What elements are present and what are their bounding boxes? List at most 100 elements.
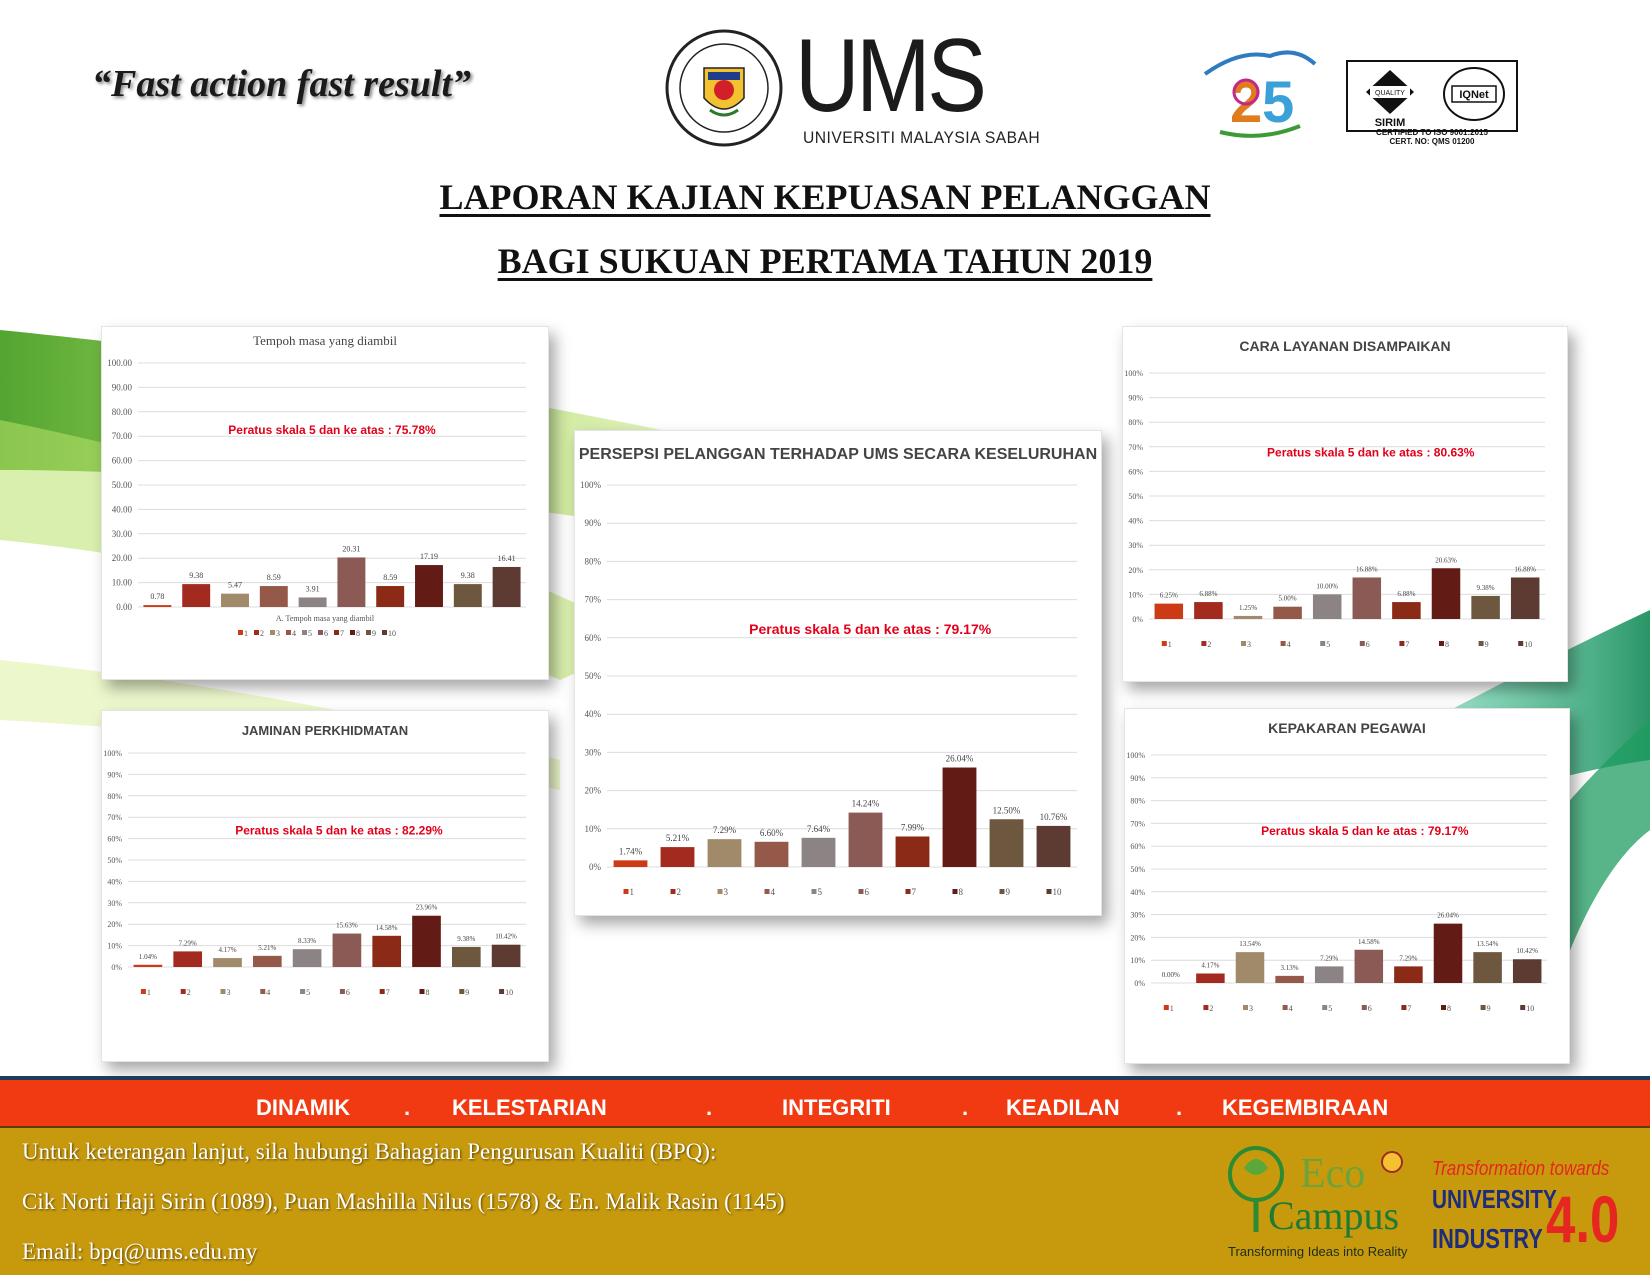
y-tick-label: 90%	[585, 518, 602, 528]
bar-8	[942, 767, 977, 867]
percent-annotation: Peratus skala 5 dan ke atas : 79.17%	[749, 621, 992, 637]
bar-10	[491, 944, 521, 967]
bar-6	[337, 557, 366, 607]
legend-label: 9	[372, 629, 376, 638]
legend-swatch	[419, 989, 425, 994]
data-label: 14.58%	[1358, 938, 1380, 946]
legend-swatch	[270, 630, 275, 635]
legend-label: 8	[1447, 1004, 1451, 1013]
iso-certification-icon: QUALITY SIRIM IQNet	[1346, 60, 1518, 132]
bar-6	[1354, 949, 1384, 983]
bar-3	[707, 839, 742, 867]
data-label: 10.42%	[495, 933, 517, 941]
legend-swatch	[302, 630, 307, 635]
percent-annotation: Peratus skala 5 dan ke atas : 75.78%	[228, 423, 436, 437]
legend-swatch	[811, 889, 817, 894]
data-label: 20.31	[342, 544, 360, 553]
y-tick-label: 20%	[585, 786, 602, 796]
data-label: 8.33%	[298, 937, 316, 945]
legend-label: 5	[308, 629, 312, 638]
y-tick-label: 0%	[111, 963, 122, 972]
data-label: 5.21%	[258, 944, 276, 952]
value-separator: .	[1176, 1095, 1183, 1120]
y-tick-label: 50.00	[112, 480, 133, 490]
legend-swatch	[1201, 641, 1207, 646]
campus-word: Campus	[1268, 1193, 1400, 1238]
legend-swatch	[300, 989, 306, 994]
bar-7	[376, 586, 405, 607]
bar-2	[660, 847, 695, 867]
y-tick-label: 0%	[1132, 615, 1143, 624]
ums-logo-word: UMS	[795, 18, 987, 134]
y-tick-label: 80%	[1128, 418, 1143, 427]
y-tick-label: 20%	[1128, 566, 1143, 575]
svg-text:QUALITY: QUALITY	[1375, 90, 1405, 97]
data-label: 10.76%	[1040, 812, 1068, 822]
legend-label: 3	[227, 988, 231, 997]
cert-text: CERTIFIED TO ISO 9001:2015 CERT. NO: QMS…	[1346, 128, 1518, 146]
data-label: 7.29%	[1399, 954, 1417, 962]
bar-1	[1154, 603, 1184, 619]
legend-label: 4	[292, 629, 296, 638]
y-tick-label: 10%	[585, 824, 602, 834]
legend-swatch	[1282, 1005, 1288, 1010]
data-label: 7.99%	[901, 822, 925, 832]
legend-label: 6	[1368, 1004, 1372, 1013]
data-label: 14.58%	[376, 924, 398, 932]
data-label: 3.13%	[1281, 964, 1299, 972]
legend-swatch	[140, 989, 146, 994]
bar-9	[989, 819, 1024, 867]
legend-swatch	[1520, 1005, 1526, 1010]
legend-swatch	[334, 630, 339, 635]
legend-swatch	[339, 989, 345, 994]
data-label: 16.88%	[1356, 565, 1378, 573]
legend-swatch	[382, 630, 387, 635]
data-label: 20.63%	[1435, 556, 1457, 564]
y-tick-label: 50%	[1130, 865, 1145, 874]
chart-title: CARA LAYANAN DISAMPAIKAN	[1239, 338, 1450, 354]
bar-6	[1352, 577, 1382, 619]
y-tick-label: 10%	[107, 942, 122, 951]
y-tick-label: 30%	[107, 899, 122, 908]
data-label: 9.38%	[457, 935, 475, 943]
legend-swatch	[623, 889, 629, 894]
y-tick-label: 90%	[1130, 774, 1145, 783]
legend-label: 4	[1287, 640, 1291, 649]
legend-swatch	[1243, 1005, 1248, 1010]
y-tick-label: 100%	[103, 749, 122, 758]
legend-label: 10	[388, 629, 396, 638]
legend-swatch	[1241, 641, 1246, 646]
chart-title: KEPAKARAN PEGAWAI	[1268, 720, 1426, 736]
legend-label: 8	[356, 629, 360, 638]
legend-label: 9	[465, 988, 469, 997]
data-label: 5.21%	[666, 833, 690, 843]
contact-email[interactable]: Email: bpq@ums.edu.my	[22, 1239, 258, 1264]
bar-8	[415, 565, 443, 607]
motto: “Fast action fast result”	[92, 63, 471, 105]
y-tick-label: 70%	[1130, 819, 1145, 828]
legend-swatch	[858, 889, 864, 894]
bar-4	[754, 841, 789, 867]
y-tick-label: 90%	[1128, 394, 1143, 403]
y-tick-label: 100%	[580, 480, 602, 490]
legend-label: 3	[1247, 640, 1251, 649]
y-tick-label: 40%	[1130, 888, 1145, 897]
legend-swatch	[350, 630, 355, 635]
bar-5	[292, 949, 322, 967]
values-band	[0, 1076, 1650, 1126]
y-tick-label: 60%	[107, 835, 122, 844]
bar-7	[372, 935, 402, 967]
y-tick-label: 10.00	[112, 578, 133, 588]
data-label: 6.88%	[1397, 590, 1415, 598]
y-tick-label: 30%	[1130, 911, 1145, 920]
legend-label: 5	[818, 887, 823, 897]
bar-5	[298, 597, 327, 607]
y-tick-label: 10%	[1128, 590, 1143, 599]
svg-text:5: 5	[1262, 70, 1294, 135]
data-label: 1.74%	[619, 846, 643, 856]
value-kelestarian: KELESTARIAN	[452, 1095, 607, 1120]
legend-label: 4	[1289, 1004, 1293, 1013]
value-separator: .	[404, 1095, 411, 1120]
legend-swatch	[459, 989, 465, 994]
chart-cara-layanan: CARA LAYANAN DISAMPAIKAN 0% 10% 20% 30% 40% 50…	[1122, 326, 1568, 682]
